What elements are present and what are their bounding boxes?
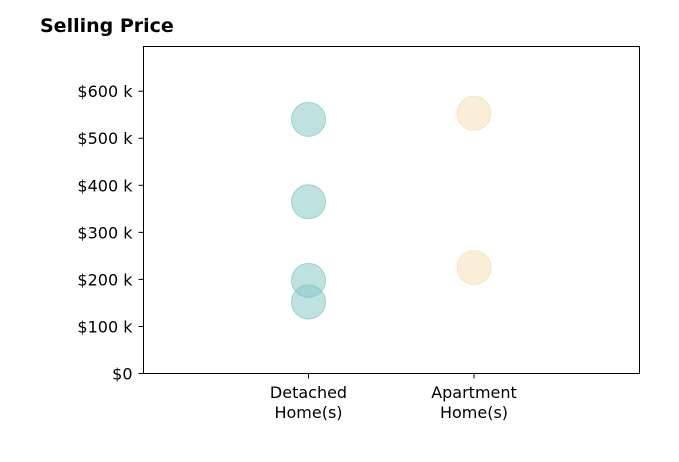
x-tick-label: Apartment Home(s) bbox=[431, 383, 517, 422]
x-tick-label-line: Home(s) bbox=[274, 403, 342, 422]
y-tick-label: $300 k bbox=[77, 223, 133, 242]
x-tick-label-line: Apartment bbox=[431, 383, 517, 402]
y-tick-label: $600 k bbox=[77, 82, 133, 101]
y-tick-label: $100 k bbox=[77, 317, 133, 336]
data-point bbox=[456, 250, 492, 286]
y-tick-label: $500 k bbox=[77, 129, 133, 148]
chart-title: Selling Price bbox=[40, 15, 174, 37]
x-axis: Detached Home(s)Apartment Home(s) bbox=[270, 373, 517, 422]
x-tick-label-line: Detached bbox=[270, 383, 347, 402]
x-tick-label-line: Home(s) bbox=[440, 403, 508, 422]
data-point bbox=[456, 95, 492, 131]
data-point bbox=[291, 284, 326, 320]
y-tick-label: $0 bbox=[112, 365, 132, 384]
data-points bbox=[291, 95, 492, 320]
x-tick-label: Detached Home(s) bbox=[270, 383, 347, 422]
data-point bbox=[291, 101, 326, 137]
y-axis: $0 $100 k $200 k $300 k $400 k $500 k $600 k bbox=[77, 82, 144, 384]
y-tick-label: $400 k bbox=[77, 176, 133, 195]
data-point bbox=[291, 184, 326, 220]
y-tick-label: $200 k bbox=[77, 270, 133, 289]
plot-frame bbox=[143, 46, 640, 374]
